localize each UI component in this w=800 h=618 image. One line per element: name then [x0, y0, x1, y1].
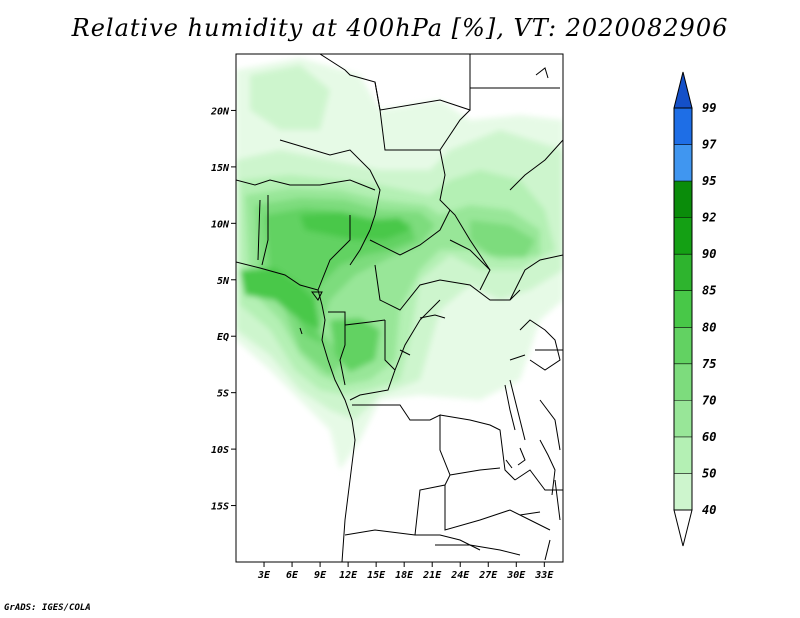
lat-tick-label: 15S — [211, 502, 229, 513]
lat-tick-label: 10N — [211, 219, 230, 230]
lat-tick-label: 20N — [210, 106, 230, 117]
map-title: Relative humidity at 400hPa [%], VT: 202… — [71, 14, 729, 42]
colorbar-segment — [674, 327, 692, 364]
lon-tick-label: 12E — [339, 570, 358, 581]
lon-tick-label: 18E — [395, 570, 414, 581]
colorbar-label: 97 — [702, 138, 717, 152]
colorbar-label: 50 — [702, 466, 716, 480]
colorbar-segment — [674, 436, 692, 474]
lat-tick-label: 15N — [211, 163, 230, 174]
colorbar-label: 75 — [702, 357, 716, 371]
colorbar-segment — [674, 217, 692, 255]
rh-band-75-east — [470, 220, 535, 258]
colorbar-segment — [674, 254, 692, 291]
rh-band-85-north — [300, 212, 410, 240]
lat-tick-label: EQ — [217, 332, 229, 343]
lon-tick-label: 3E — [257, 570, 271, 581]
lon-tick-label: 27E — [478, 570, 498, 581]
lat-tick-label: 5S — [217, 389, 229, 400]
rh-band-80-central — [330, 318, 380, 372]
colorbar-segment — [674, 144, 692, 182]
colorbar-label: 70 — [702, 393, 716, 407]
colorbar-segment — [674, 290, 692, 328]
lon-tick-label: 6E — [286, 570, 299, 581]
colorbar-label: 92 — [702, 211, 716, 225]
colorbar-segment — [674, 473, 692, 510]
colorbar-label: 99 — [702, 101, 716, 115]
latitude-axis: 20N 15N 10N 5N EQ 5S 10S 15S — [210, 106, 236, 513]
rh-band-85 — [240, 268, 320, 330]
colorbar-over-arrow — [673, 71, 693, 109]
colorbar-under-arrow — [673, 509, 693, 547]
lat-tick-label: 10S — [211, 445, 229, 456]
colorbar-label: 40 — [702, 503, 716, 517]
colorbar-segment — [674, 363, 692, 401]
humidity-shading — [236, 58, 563, 470]
colorbar-segment — [674, 400, 692, 437]
colorbar-label: 60 — [702, 430, 716, 444]
lon-tick-label: 15E — [367, 570, 386, 581]
colorbar-label: 80 — [702, 320, 716, 334]
lon-tick-label: 30E — [506, 570, 526, 581]
lat-tick-label: 5N — [217, 276, 230, 287]
country-borders — [236, 54, 563, 562]
lon-tick-label: 24E — [450, 570, 470, 581]
longitude-axis: 3E 6E 9E 12E 15E 18E 21E 24E 27E 30E 33E — [257, 562, 554, 581]
colorbar-segment — [674, 181, 692, 218]
lon-tick-label: 9E — [314, 570, 327, 581]
colorbar-segment — [674, 108, 692, 145]
lon-tick-label: 33E — [534, 570, 554, 581]
colorbar: 40 50 60 70 75 80 85 90 92 95 97 99 — [673, 71, 717, 547]
map-frame — [235, 53, 564, 563]
lon-tick-label: 21E — [422, 570, 442, 581]
colorbar-label: 85 — [702, 284, 716, 298]
colorbar-label: 95 — [702, 174, 716, 188]
colorbar-label: 90 — [702, 247, 716, 261]
credit-label: GrADS: IGES/COLA — [4, 603, 91, 613]
rh-band-50-north — [250, 65, 330, 130]
